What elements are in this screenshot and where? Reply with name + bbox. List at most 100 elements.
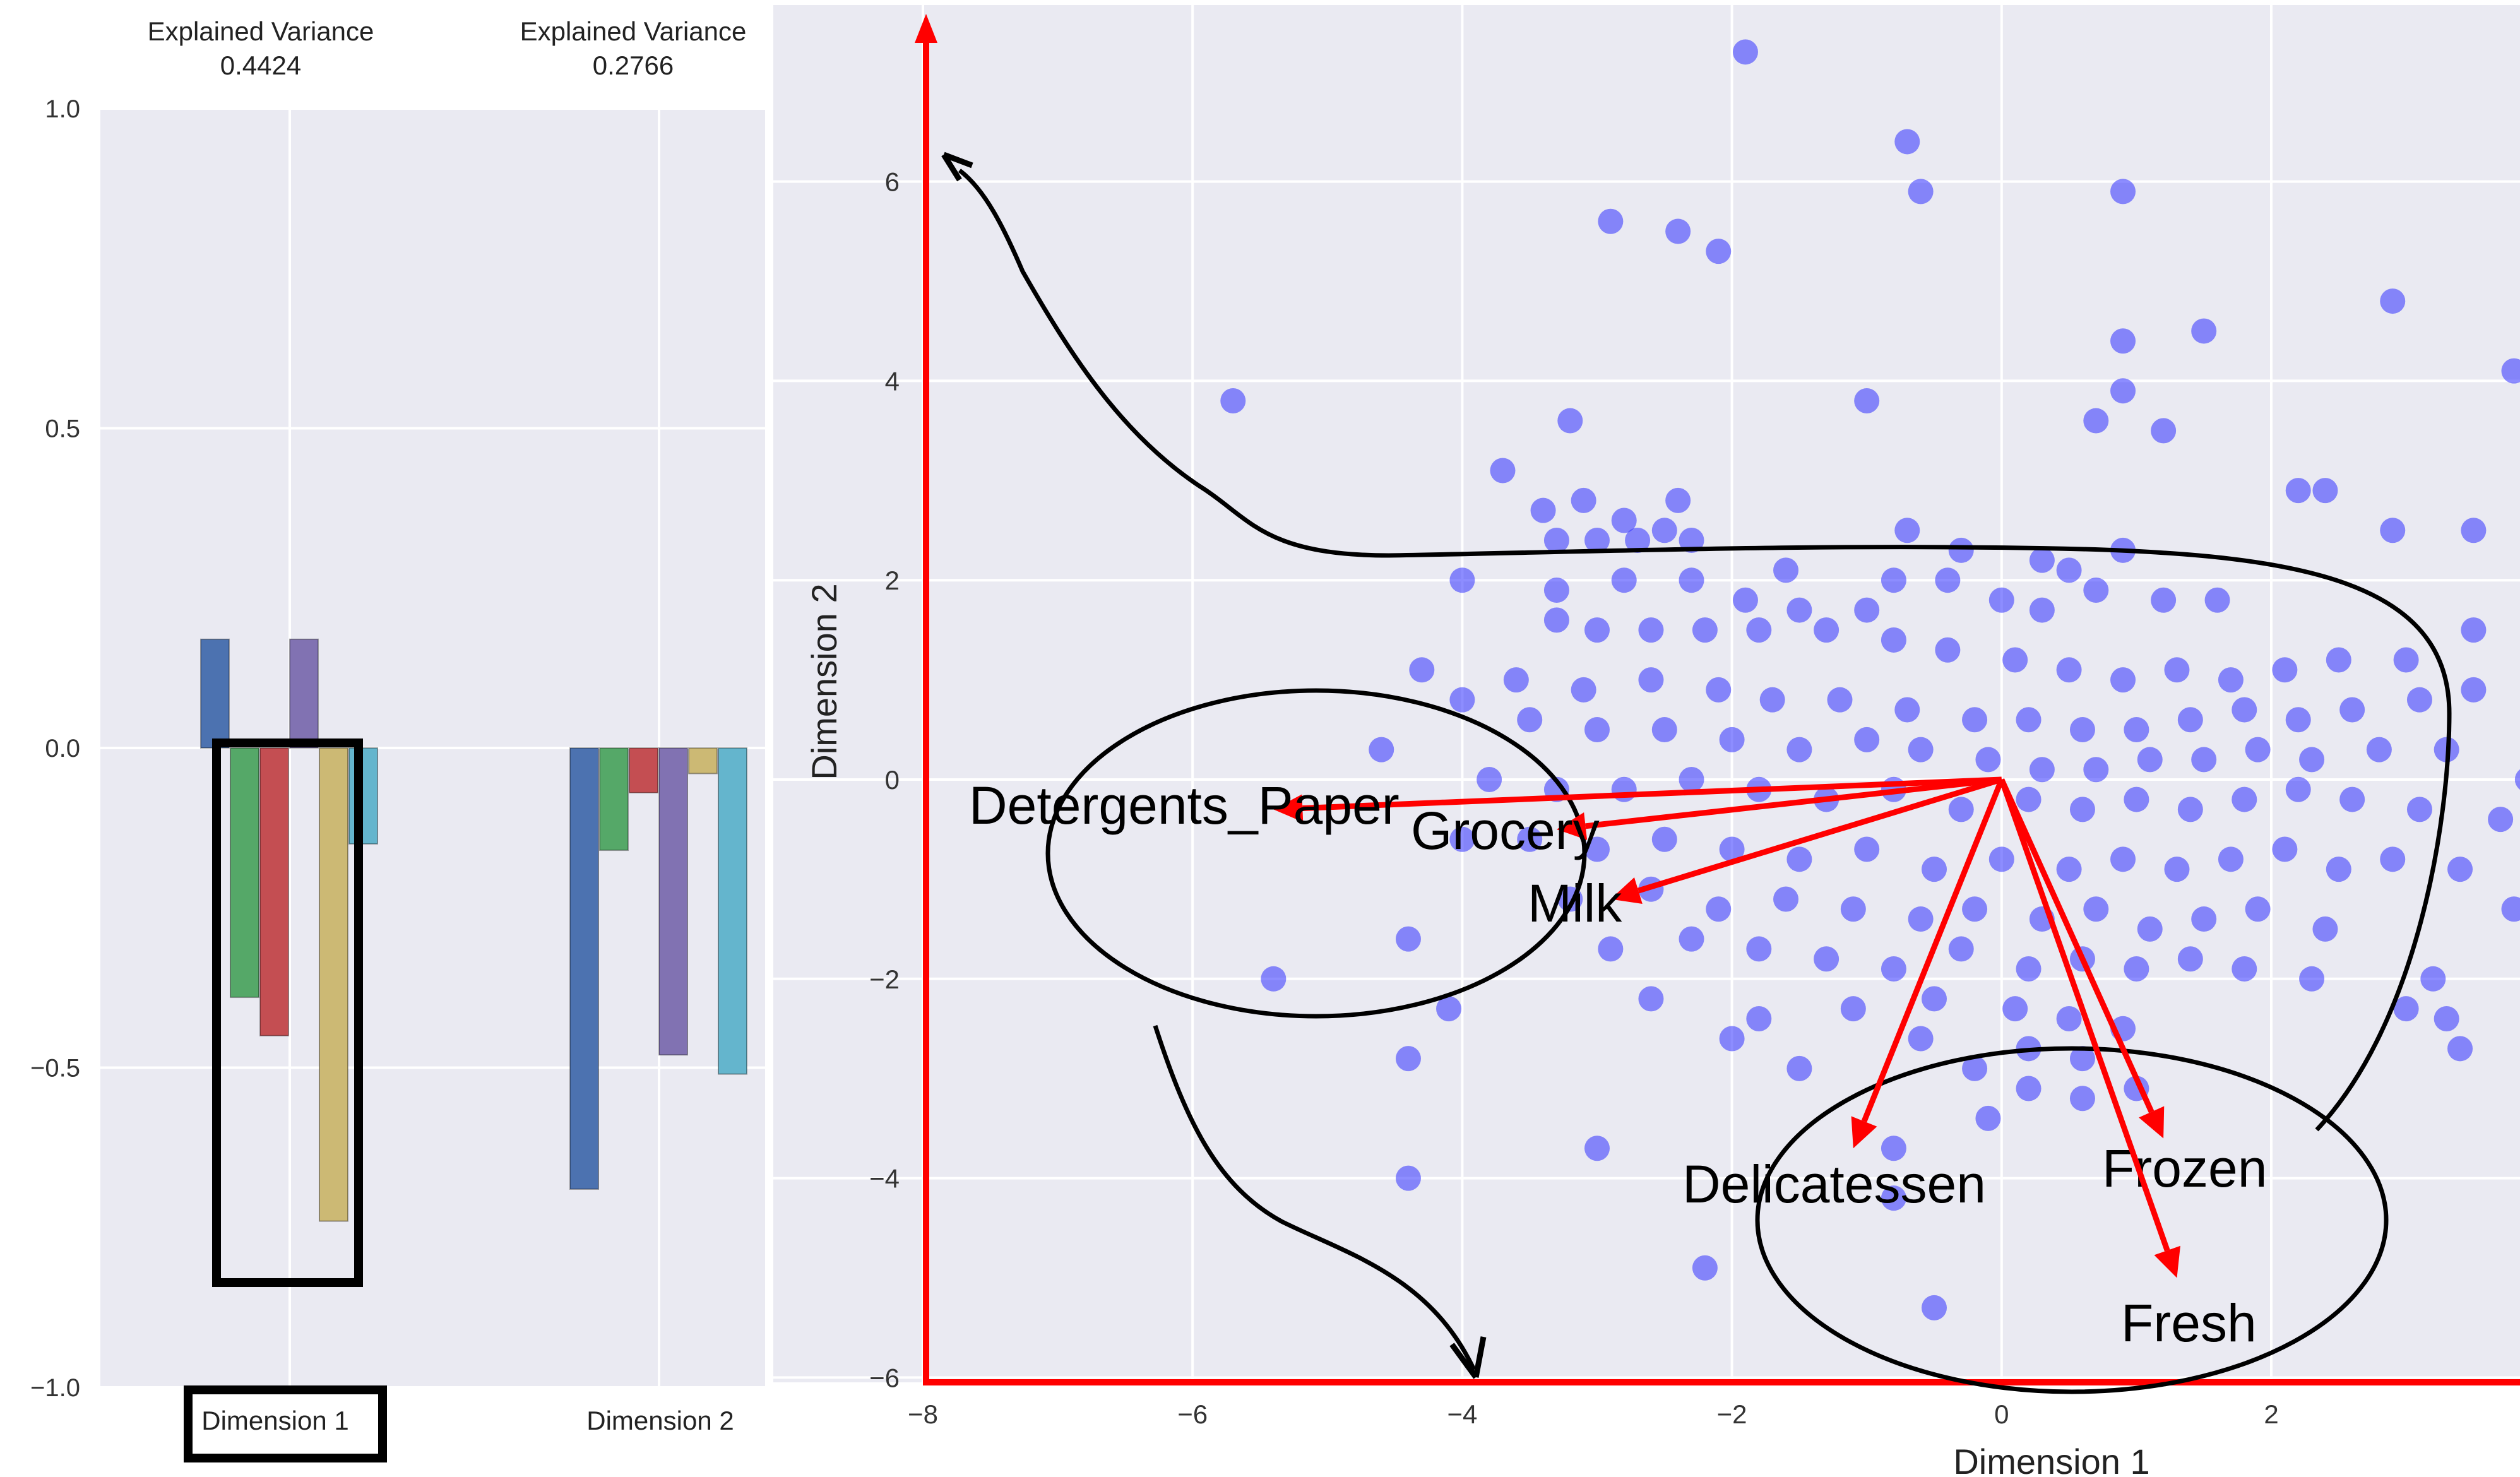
scatter-point (1220, 388, 1246, 413)
scatter-point (2514, 769, 2520, 790)
feature-vector-label: Grocery (1411, 801, 1600, 860)
feature-vector-line (1585, 776, 2002, 829)
scatter-point (1786, 737, 1812, 762)
scatter-point (2232, 697, 2257, 723)
scatter-point (1395, 1165, 1421, 1191)
scatter-point (2016, 707, 2042, 733)
scatter-point (2218, 846, 2244, 872)
scatter-point (1638, 667, 1664, 693)
scatter-point (2245, 896, 2271, 922)
scatter-point (1517, 707, 1543, 733)
scatter-point (1530, 497, 1556, 523)
cluster-ellipse-bottom (1755, 1046, 2389, 1394)
scatter-point (2406, 687, 2432, 713)
scatter-point (2069, 1046, 2095, 1072)
bar-category-label: Dimension 1 (201, 1406, 348, 1435)
scatter-point (2285, 478, 2311, 504)
scatter-point (1922, 986, 1947, 1012)
scatter-point (2151, 418, 2177, 444)
scatter-point (1894, 129, 1920, 155)
scatter-point (2447, 1036, 2473, 1062)
scatter-point (1854, 597, 1880, 623)
scatter-point (1948, 797, 1974, 822)
scatter-point (2380, 518, 2406, 543)
scatter-point (1935, 567, 1961, 593)
scatter-point (1719, 727, 1745, 752)
scatter-y-tick-label: 6 (885, 167, 900, 197)
scatter-point (2245, 737, 2271, 762)
scatter-point (2124, 786, 2149, 812)
scatter-point (1449, 567, 1475, 593)
scatter-point (1814, 617, 1839, 643)
scatter-point (2177, 797, 2203, 822)
scatter-point (2137, 916, 2163, 942)
scatter-point (2110, 328, 2136, 354)
scatter-point (2232, 956, 2257, 982)
explained-variance-title: Explained Variance (520, 16, 747, 46)
scatter-point (1719, 836, 1745, 862)
scatter-point (1261, 966, 1287, 992)
scatter-point (1732, 39, 1758, 65)
scatter-plot-background (773, 5, 2520, 1382)
scatter-point (2272, 836, 2298, 862)
curved-enclosure-stroke (958, 169, 2452, 1132)
cluster-ellipse-left (1045, 688, 1587, 1019)
explained-variance-value: 0.4424 (220, 50, 301, 80)
feature-vector-label: Detergents_Paper (969, 776, 1400, 835)
scatter-point (2339, 786, 2365, 812)
scatter-point (1786, 597, 1812, 623)
scatter-point (2434, 1005, 2459, 1031)
scatter-point (1611, 776, 1637, 802)
bar-dim1-series6 (348, 747, 378, 845)
scatter-point (1706, 677, 1732, 703)
feature-vector-line (1999, 778, 2154, 1113)
scatter-point (2056, 857, 2082, 882)
scatter-point (1369, 737, 1394, 762)
scatter-point (2164, 857, 2190, 882)
scatter-point (2164, 657, 2190, 683)
scatter-point (2312, 916, 2338, 942)
bar-y-tick-label: −0.5 (30, 1055, 80, 1083)
scatter-point (2029, 757, 2055, 783)
bar-dim1-series4 (289, 638, 319, 749)
explained-variance-title: Explained Variance (148, 16, 374, 46)
scatter-point (1584, 1136, 1610, 1161)
scatter-point (1881, 627, 1906, 653)
red-axes (915, 14, 2520, 1385)
scatter-point (1598, 208, 1624, 234)
scatter-point (2501, 896, 2520, 922)
bar-y-tick-label: −1.0 (30, 1374, 80, 1402)
scatter-point (2110, 846, 2136, 872)
bar-category-labels: Dimension 1 Dimension 2 (201, 1406, 734, 1435)
scatter-point (1395, 1046, 1421, 1072)
scatter-point (2461, 518, 2487, 543)
scatter-point (1759, 687, 1785, 713)
scatter-point (2056, 557, 2082, 583)
feature-vector-line (1861, 778, 2004, 1123)
bar-dim2-series1 (569, 747, 599, 1190)
scatter-point (1719, 1026, 1745, 1052)
scatter-point (1975, 747, 2001, 773)
scatter-point (1948, 936, 1974, 962)
scatter-point (1706, 896, 1732, 922)
scatter-point (2393, 996, 2419, 1022)
scatter-point (1894, 697, 1920, 723)
scatter-point (1665, 487, 1691, 513)
scatter-point (1746, 936, 1772, 962)
scatter-point (2083, 896, 2109, 922)
scatter-point (1786, 1055, 1812, 1081)
scatter-point (1679, 528, 1704, 554)
bar-y-tick-labels: 1.0 0.5 0.0 −0.5 −1.0 (30, 95, 80, 1402)
scatter-point (1638, 986, 1664, 1012)
bar-dim2-series6 (718, 747, 747, 1075)
scatter-point (1908, 1026, 1934, 1052)
feature-vector-line (1302, 776, 2002, 811)
scatter-point (2137, 747, 2163, 773)
bar-dim1-series3 (259, 747, 289, 1036)
scatter-point (2326, 647, 2351, 673)
bar-series (200, 638, 747, 1222)
scatter-point (1625, 528, 1651, 554)
curved-arrow-down (1153, 1024, 1477, 1371)
scatter-point (2339, 697, 2365, 723)
